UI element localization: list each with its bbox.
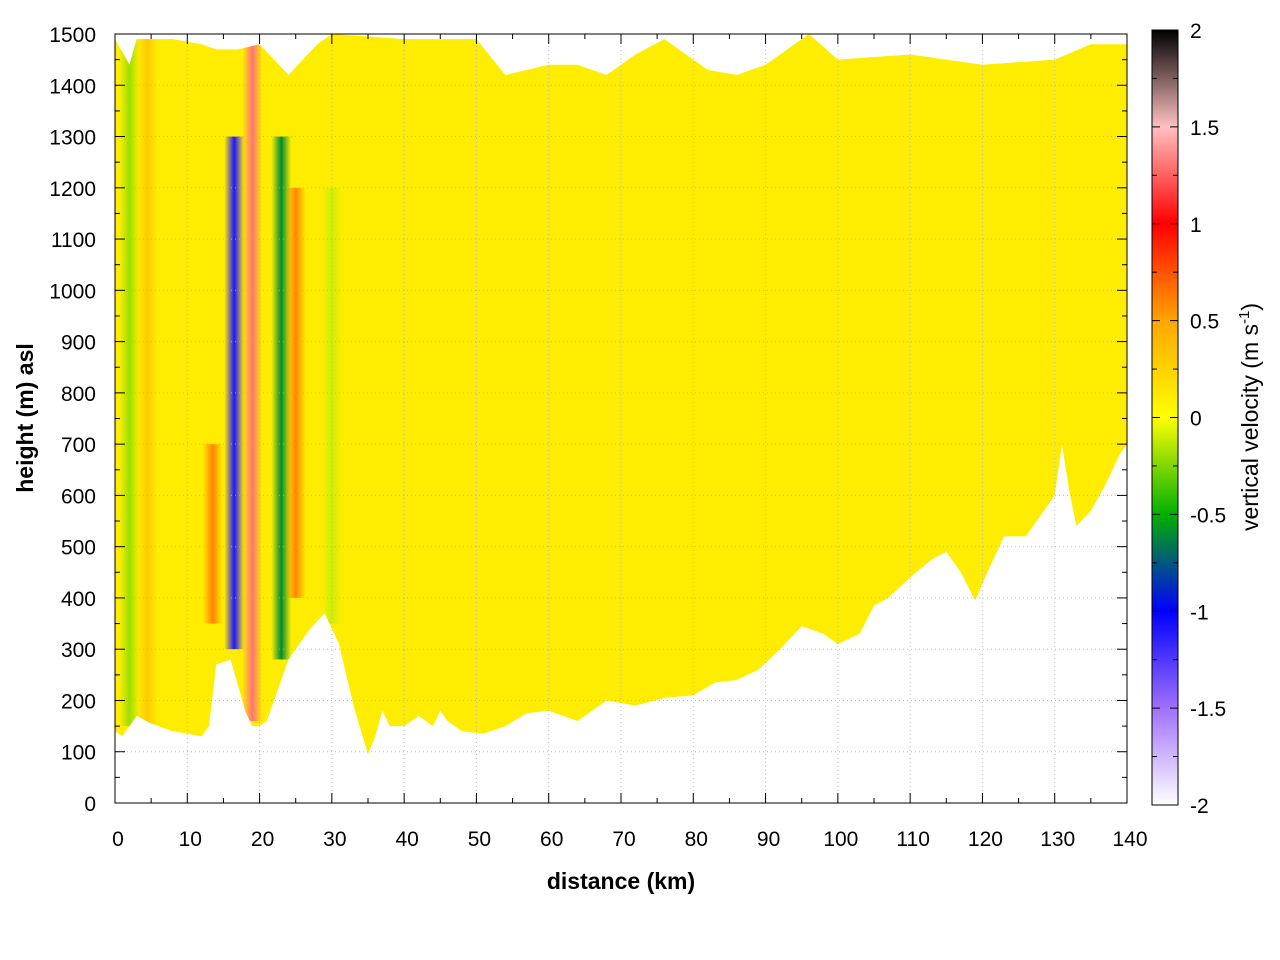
x-axis-title: distance (km) [547, 868, 695, 894]
y-axis-title: height (m) asl [12, 343, 38, 493]
x-tick-label: 120 [968, 828, 1003, 851]
colorbar-tick-label: 2 [1190, 20, 1202, 43]
plot-area: 0 10 20 30 40 50 60 70 80 90 100 110 120 130 140 0 100 2… [49, 24, 1147, 851]
y-tick-label: 1400 [49, 75, 96, 98]
y-tick-label: 0 [84, 793, 96, 816]
y-tick-label: 1000 [49, 280, 96, 303]
y-tick-label: 1300 [49, 127, 96, 150]
colorbar-title: vertical velocity (m s-1) [1236, 303, 1263, 531]
x-tick-label: 130 [1040, 828, 1075, 851]
x-tick-label: 20 [251, 828, 274, 851]
x-tick-label: 10 [179, 828, 202, 851]
colorbar-title-main: vertical velocity (m s [1237, 324, 1263, 531]
y-tick-label: 700 [61, 434, 96, 457]
colorbar-tick-label: 0.5 [1190, 311, 1219, 334]
x-tick-label: 70 [612, 828, 635, 851]
y-tick-label: 600 [61, 485, 96, 508]
grid-lines [115, 34, 1127, 803]
colorbar-tick-label: -0.5 [1190, 504, 1226, 527]
velocity-band [242, 39, 263, 721]
colorbar-tick-label: 0 [1190, 408, 1202, 431]
colorbar-title-end: ) [1237, 303, 1263, 311]
x-tick-label: 50 [468, 828, 491, 851]
colorbar-tick-label: -1.5 [1190, 698, 1226, 721]
colorbar-tick-label: 1.5 [1190, 117, 1219, 140]
velocity-band [202, 444, 223, 624]
y-tick-label: 300 [61, 639, 96, 662]
x-tick-label: 60 [540, 828, 563, 851]
colorbar-ticks: -2 -1.5 -1 -0.5 0 0.5 1 1.5 2 [1152, 20, 1226, 818]
colorbar-tick-label: -1 [1190, 601, 1209, 624]
y-tick-label: 200 [61, 690, 96, 713]
x-tick-label: 0 [112, 828, 124, 851]
velocity-band [119, 39, 140, 727]
x-tick-label: 90 [757, 828, 780, 851]
colorbar-tick-label: -2 [1190, 795, 1209, 818]
y-tick-label: 1100 [51, 229, 96, 252]
x-axis: 0 10 20 30 40 50 60 70 80 90 100 110 120 130 140 [112, 34, 1148, 851]
x-tick-label: 100 [823, 828, 858, 851]
y-tick-label: 900 [61, 332, 96, 355]
x-tick-label: 80 [685, 828, 708, 851]
y-tick-label: 800 [61, 383, 96, 406]
y-tick-label: 1500 [49, 24, 96, 47]
x-tick-label: 110 [896, 828, 929, 851]
x-tick-label: 140 [1112, 828, 1147, 851]
colorbar-title-sup: -1 [1236, 311, 1253, 324]
x-tick-label: 30 [323, 828, 346, 851]
y-axis: 0 100 200 300 400 500 600 700 800 900 1000 1100 1200… [49, 24, 1127, 816]
velocity-band [321, 187, 342, 624]
y-tick-label: 1200 [49, 178, 96, 201]
y-tick-label: 100 [61, 742, 96, 765]
colorbar-tick-label: 1 [1190, 214, 1202, 237]
y-tick-label: 500 [61, 537, 96, 560]
velocity-band [224, 136, 245, 650]
y-tick-label: 400 [61, 588, 96, 611]
x-tick-label: 40 [395, 828, 418, 851]
velocity-band [137, 39, 158, 727]
colorbar: -2 -1.5 -1 -0.5 0 0.5 1 1.5 2 vertical velocity … [1151, 20, 1263, 818]
